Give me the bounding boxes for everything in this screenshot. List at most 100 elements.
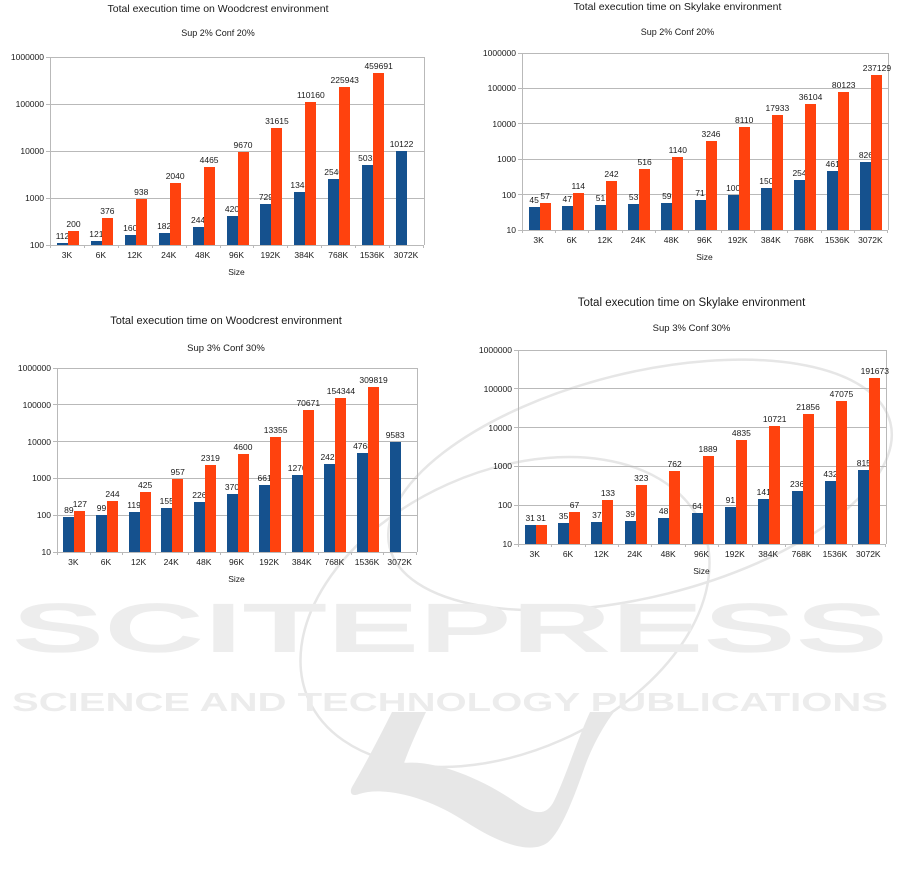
x-tick-label: 96K [228, 557, 245, 567]
x-axis-tick [185, 245, 187, 248]
x-axis-tick [588, 230, 590, 233]
x-tick-label: 3K [61, 250, 73, 260]
x-axis-tick [853, 230, 855, 233]
x-tick-label: 24K [627, 549, 643, 559]
bar-value-label: 47075 [829, 389, 854, 400]
bar-value-label: 729 [258, 192, 273, 203]
y-axis-tick [514, 504, 518, 506]
chart-title: Total execution time on Skylake environm… [577, 297, 806, 309]
chart-skylake-sup3-conf30: Total execution time on Skylake environm… [450, 288, 901, 588]
bar-value-label: 2540 [324, 166, 344, 177]
bar-value-label: 459691 [364, 60, 393, 71]
x-axis-tick [57, 552, 58, 555]
bar-value-label: 121 [89, 229, 104, 240]
x-axis-tick [318, 552, 320, 555]
chart-subtitle: Sup 2% Conf 20% [181, 28, 255, 38]
bar-value-label: 938 [134, 187, 149, 198]
x-tick-label: 3072K [856, 549, 881, 559]
bar-value-label: 5032 [358, 153, 378, 164]
bar-orange [270, 436, 282, 552]
x-axis-title: Size [693, 566, 710, 576]
bar-blue [694, 199, 706, 230]
bar-blue [624, 521, 636, 544]
bar-value-label: 2421 [320, 452, 340, 463]
bar-value-label: 309819 [359, 374, 388, 385]
x-tick-label: 12K [597, 235, 613, 245]
bar-value-label: 127 [72, 499, 87, 510]
x-axis-tick [687, 230, 689, 233]
x-axis-tick [187, 552, 189, 555]
x-tick-label: 1536K [822, 549, 848, 559]
bar-blue [389, 442, 401, 552]
x-tick-label: 3K [68, 557, 79, 567]
x-axis-tick [885, 544, 886, 547]
gridline [519, 543, 886, 545]
plot-area: 45 57 47 114 51 242 53 516 59 1140 71 3246 100 8110 15… [522, 52, 891, 231]
bar-blue [628, 204, 640, 230]
bar-value-label: 1889 [698, 443, 718, 454]
x-axis-title: Size [228, 574, 245, 584]
bar-orange [735, 439, 747, 544]
bar-value-label: 236 [789, 478, 805, 489]
x-tick-label: 12K [127, 250, 143, 260]
bar-orange [302, 410, 314, 552]
gridline [51, 244, 424, 246]
y-axis-tick [53, 367, 57, 369]
x-tick-label: 768K [328, 250, 349, 260]
bar-value-label: 53 [628, 192, 639, 203]
y-axis-tick [46, 244, 50, 246]
x-tick-label: 6K [562, 549, 574, 559]
bar-value-label: 31615 [265, 115, 289, 126]
bar-orange [169, 183, 181, 245]
bar-value-label: 67 [569, 499, 580, 510]
y-axis-tick [53, 514, 57, 516]
y-tick-label: 10 [41, 547, 51, 557]
bar-value-label: 516 [637, 157, 652, 168]
x-axis-tick [383, 552, 385, 555]
y-tick-label: 1000000 [17, 363, 51, 373]
gridline [523, 52, 888, 54]
x-tick-label: 192K [259, 557, 280, 567]
bar-blue [260, 204, 272, 245]
chart-title: Total execution time on Woodcrest enviro… [110, 315, 342, 327]
bar-blue [95, 515, 107, 552]
x-axis-tick [350, 552, 352, 555]
bar-value-label: 48 [658, 505, 669, 516]
bar-value-label: 9583 [385, 430, 405, 441]
x-axis-tick [718, 544, 720, 547]
gridline [58, 404, 417, 406]
bar-value-label: 225943 [330, 75, 359, 86]
x-tick-label: 24K [161, 250, 177, 260]
gridline [51, 56, 424, 58]
bar-value-label: 244 [105, 488, 120, 499]
x-tick-label: 6K [566, 235, 577, 245]
bar-value-label: 425 [137, 480, 153, 491]
bar-orange [639, 169, 651, 230]
bar-value-label: 51 [595, 192, 606, 203]
gridline [519, 349, 886, 351]
x-axis-tick [721, 230, 723, 233]
bar-value-label: 13355 [263, 424, 288, 435]
bar-value-label: 45 [529, 194, 539, 205]
y-tick-label: 10 [506, 225, 516, 235]
x-axis-title: Size [696, 252, 713, 262]
x-axis-tick [684, 544, 686, 547]
bar-blue [328, 178, 340, 245]
gridline [519, 388, 886, 390]
x-axis-tick [122, 552, 124, 555]
bar-orange [172, 479, 184, 552]
bar-value-label: 762 [667, 458, 682, 469]
bar-value-label: 370 [224, 482, 240, 493]
x-tick-label: 96K [693, 549, 710, 559]
bar-value-label: 4768 [353, 441, 372, 452]
x-axis-tick [820, 230, 822, 233]
bar-blue [858, 469, 870, 544]
x-axis-tick [252, 552, 254, 555]
x-tick-label: 3K [533, 235, 544, 245]
bar-orange [602, 500, 614, 544]
bar-orange [702, 455, 714, 544]
bar-blue [824, 480, 836, 544]
chart-subtitle: Sup 3% Conf 30% [187, 343, 265, 354]
bar-value-label: 155 [159, 496, 174, 507]
bar-value-label: 99 [96, 503, 107, 514]
